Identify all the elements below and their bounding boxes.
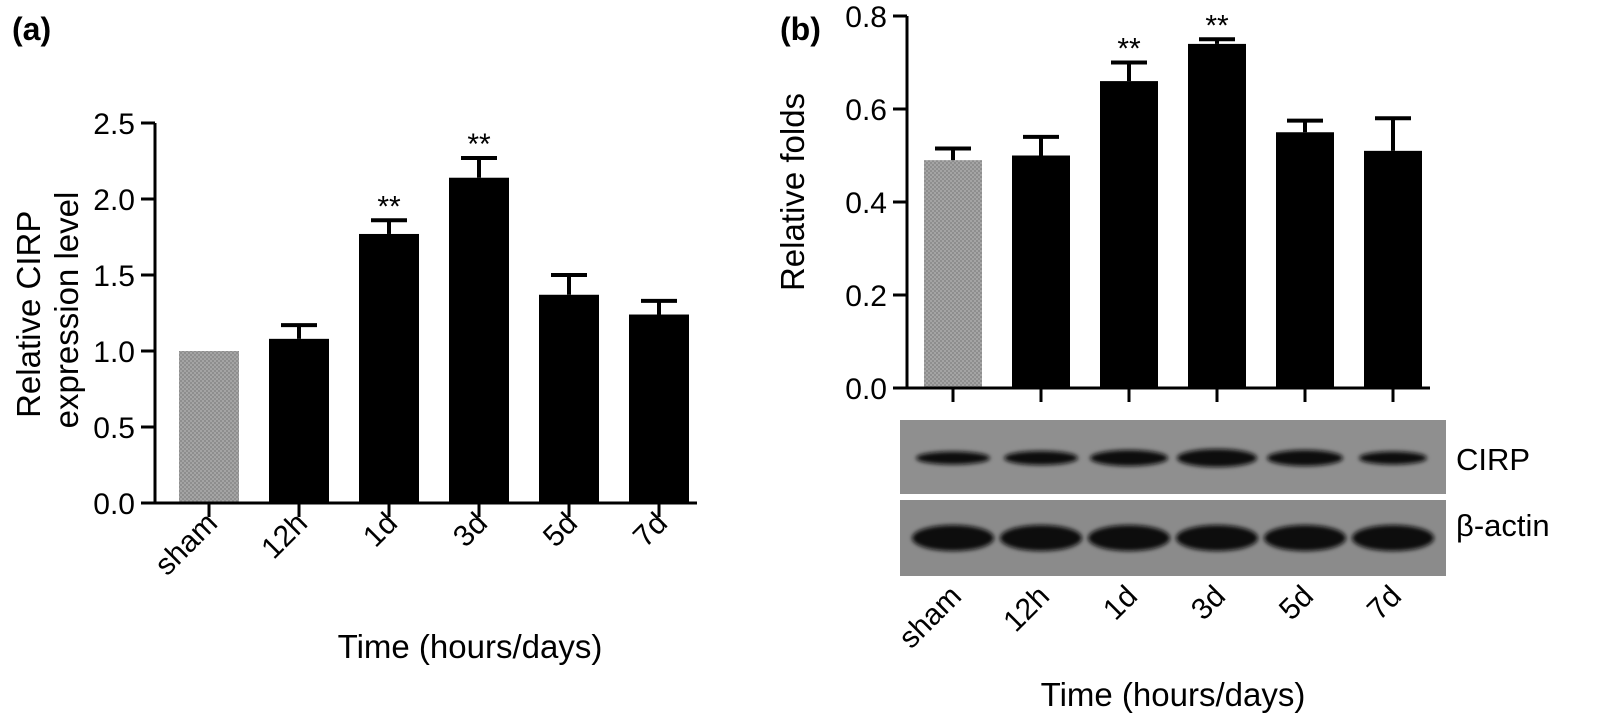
blot-band-cirp-1d (1090, 450, 1168, 466)
blot-label-cirp: CIRP (1456, 442, 1530, 477)
panel-a-ylabel-line1: Relative CIRP (10, 211, 47, 418)
panel-b-x-tick-label: 7d (1361, 580, 1408, 627)
panel-a-bar-5d (539, 294, 599, 503)
panel-b: (b) Relative folds **** 0.00.20.40.60.8 … (774, 1, 1550, 713)
panel-b-bar-12h (1012, 155, 1070, 388)
panel-a-significance: ** ** (377, 128, 491, 223)
panel-a-bar-12h (269, 338, 329, 503)
panel-a-x-tick-label: 5d (537, 507, 584, 554)
panel-a-y-tick-label: 0.5 (93, 412, 135, 445)
panel-a-bar-3d (449, 177, 509, 503)
panel-b-x-tick-label: 12h (997, 580, 1056, 639)
panel-b-xlabel: Time (hours/days) (1041, 676, 1306, 713)
blot-band-actin-sham (912, 525, 994, 551)
panel-a-x-tick-label: sham (149, 507, 224, 582)
panel-b-y-axis: 0.0 0.2 0.4 0.6 0.8 (845, 1, 909, 406)
panel-a-y-tick-label: 2.5 (93, 108, 135, 141)
panel-b-significance: ** ** (1117, 9, 1229, 65)
blot-band-cirp-7d (1359, 451, 1427, 465)
panel-b-x-tick-label: 5d (1273, 580, 1320, 627)
western-blot: CIRP β-actin (900, 420, 1550, 576)
panel-a: (a) Relative CIRP expression level **** … (10, 11, 697, 665)
panel-b-significance-3d: ** (1205, 9, 1229, 42)
blot-cirp-background (900, 420, 1446, 494)
panel-b-y-tick-label: 0.6 (845, 94, 887, 127)
blot-band-actin-12h (1000, 525, 1082, 551)
panel-b-bar-3d (1188, 43, 1246, 389)
panel-a-x-tick-label: 7d (627, 507, 674, 554)
panel-a-ylabel-line2: expression level (48, 192, 85, 429)
panel-a-bar-7d (629, 314, 689, 503)
panel-a-xlabel: Time (hours/days) (338, 628, 603, 665)
panel-b-x-tick-label: 1d (1097, 580, 1144, 627)
blot-label-actin: β-actin (1456, 508, 1550, 543)
panel-a-y-tick-label: 2.0 (93, 184, 135, 217)
blot-band-cirp-12h (1004, 451, 1078, 465)
panel-a-x-tick-label: 1d (357, 507, 404, 554)
panel-b-y-tick-label: 0.4 (845, 187, 887, 220)
panel-b-y-tick-label: 0.0 (845, 373, 887, 406)
panel-a-bars (179, 177, 689, 503)
panel-a-bar-1d (359, 233, 419, 503)
panel-a-label: (a) (12, 11, 51, 47)
blot-band-actin-3d (1176, 525, 1258, 551)
blot-band-actin-5d (1264, 525, 1346, 551)
panel-a-y-tick-label: 1.5 (93, 260, 135, 293)
panel-a-x-tick-label: 3d (447, 507, 494, 554)
panel-a-y-tick-label: 1.0 (93, 336, 135, 369)
panel-b-label: (b) (780, 11, 821, 47)
panel-a-x-axis: sham 12h 1d 3d 5d 7d (149, 501, 697, 582)
panel-a-y-tick-label: 0.0 (93, 488, 135, 521)
panel-b-bar-1d (1100, 81, 1158, 388)
panel-b-bar-sham (924, 160, 982, 388)
panel-a-x-tick-label: 12h (255, 507, 314, 566)
blot-band-actin-7d (1352, 525, 1434, 551)
panel-b-ylabel: Relative folds (774, 93, 811, 291)
panel-a-ylabel: Relative CIRP expression level (10, 192, 85, 429)
panel-a-bar-sham (179, 351, 239, 503)
panel-b-bar-7d (1364, 150, 1422, 388)
blot-cirp-bands (916, 449, 1427, 467)
panel-b-bar-5d (1276, 132, 1334, 388)
blot-band-cirp-3d (1177, 449, 1257, 467)
blot-band-actin-1d (1088, 525, 1170, 551)
blot-actin-bands (912, 525, 1434, 551)
panel-b-x-tick-label: 3d (1185, 580, 1232, 627)
panel-b-bars (924, 43, 1422, 389)
panel-b-significance-1d: ** (1117, 33, 1141, 66)
panel-b-y-tick-label: 0.2 (845, 280, 887, 313)
panel-a-significance-1d: ** (377, 190, 401, 223)
blot-band-cirp-5d (1267, 450, 1343, 466)
panel-b-y-tick-label: 0.8 (845, 1, 887, 34)
panel-b-errorbars (935, 37, 1411, 161)
panel-a-significance-3d: ** (467, 128, 491, 161)
panel-a-y-axis: 0.0 0.5 1.0 1.5 2.0 2.5 (93, 108, 157, 521)
panel-b-x-tick-label: sham (893, 580, 968, 655)
panel-a-errorbars (281, 155, 677, 339)
blot-band-cirp-sham (916, 451, 990, 465)
